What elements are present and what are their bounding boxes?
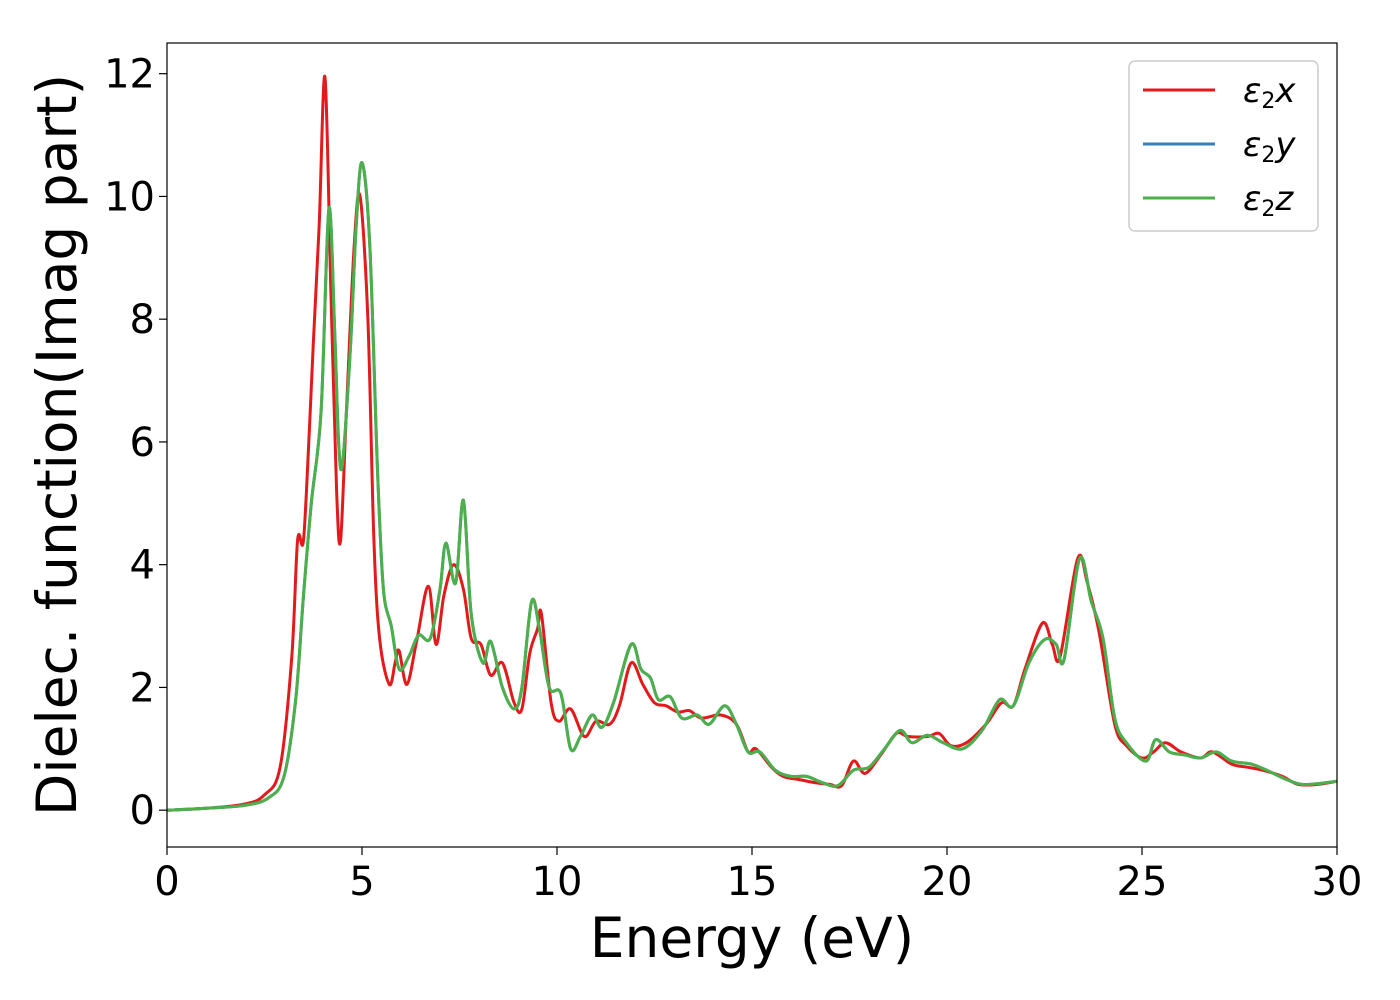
- x-tick-label: 0: [154, 859, 179, 905]
- legend-frame: [1128, 60, 1319, 232]
- y-tick-label: 4: [130, 543, 155, 589]
- x-tick-label: 30: [1312, 859, 1363, 905]
- y-tick-label: 12: [104, 52, 155, 98]
- x-tick-label: 5: [349, 859, 374, 905]
- x-tick-label: 10: [532, 859, 583, 905]
- y-axis-ticks: 0 2 4 6 8 10 12: [104, 52, 167, 834]
- x-axis-label: Energy (eV): [590, 906, 914, 970]
- legend-label-y: ε2y: [1243, 125, 1296, 168]
- x-tick-label: 15: [727, 859, 778, 905]
- legend-label-z: ε2z: [1243, 179, 1294, 222]
- x-tick-label: 25: [1117, 859, 1168, 905]
- plot-lines: [166, 74, 1338, 812]
- y-tick-label: 2: [130, 665, 155, 711]
- legend: ε2x ε2y ε2z: [1128, 60, 1319, 232]
- y-axis-label: Dielec. function(Imag part): [25, 74, 89, 816]
- y-tick-label: 0: [130, 788, 155, 834]
- x-tick-label: 20: [922, 859, 973, 905]
- legend-label-x: ε2x: [1243, 71, 1296, 114]
- y-tick-label: 6: [130, 420, 155, 466]
- series-line-z: [166, 161, 1338, 812]
- y-tick-label: 8: [130, 297, 155, 343]
- series-line-x: [166, 74, 1338, 812]
- y-tick-label: 10: [104, 174, 155, 220]
- x-axis-ticks: 0 5 10 15 20 25 30: [154, 847, 1362, 905]
